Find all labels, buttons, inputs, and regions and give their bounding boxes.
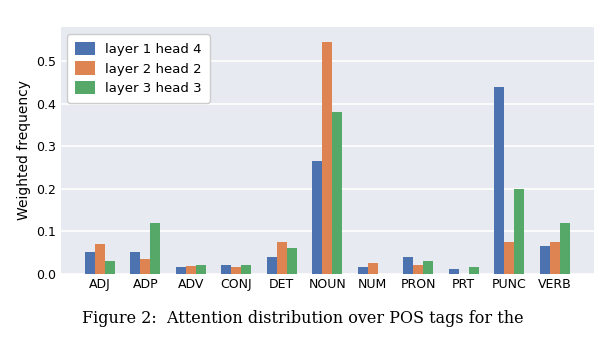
- Bar: [468, 267, 479, 274]
- Bar: [85, 252, 95, 274]
- Bar: [95, 244, 105, 274]
- Bar: [368, 263, 378, 274]
- Bar: [413, 265, 423, 274]
- Bar: [241, 265, 251, 274]
- Bar: [559, 223, 570, 274]
- Bar: [539, 246, 550, 274]
- Bar: [267, 256, 277, 274]
- Bar: [176, 267, 186, 274]
- Bar: [287, 248, 297, 274]
- Bar: [221, 265, 231, 274]
- Bar: [494, 87, 504, 274]
- Bar: [141, 259, 150, 274]
- Bar: [358, 267, 368, 274]
- Y-axis label: Weighted frequency: Weighted frequency: [17, 80, 31, 221]
- Bar: [550, 242, 559, 274]
- Bar: [277, 242, 287, 274]
- Bar: [423, 261, 433, 274]
- Bar: [312, 161, 322, 274]
- Bar: [448, 269, 459, 274]
- Bar: [504, 242, 514, 274]
- Bar: [150, 223, 161, 274]
- Legend: layer 1 head 4, layer 2 head 2, layer 3 head 3: layer 1 head 4, layer 2 head 2, layer 3 …: [67, 34, 210, 103]
- Bar: [231, 267, 241, 274]
- Bar: [403, 256, 413, 274]
- Bar: [186, 266, 196, 274]
- Bar: [514, 189, 524, 274]
- Bar: [130, 252, 141, 274]
- Bar: [196, 265, 206, 274]
- Text: Figure 2:  Attention distribution over POS tags for the: Figure 2: Attention distribution over PO…: [82, 310, 524, 327]
- Bar: [332, 112, 342, 274]
- Bar: [322, 42, 332, 274]
- Bar: [105, 261, 115, 274]
